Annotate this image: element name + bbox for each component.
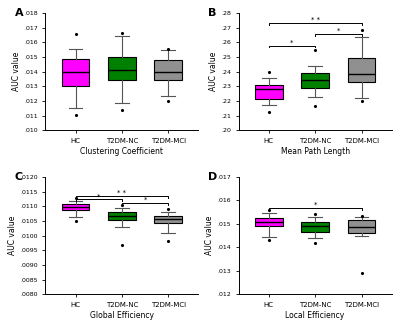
PathPatch shape <box>154 215 182 223</box>
Y-axis label: AUC value: AUC value <box>209 52 218 91</box>
PathPatch shape <box>348 58 376 82</box>
PathPatch shape <box>108 212 136 220</box>
Text: D: D <box>208 172 217 182</box>
Y-axis label: AUC value: AUC value <box>12 52 21 91</box>
Text: *: * <box>290 40 294 46</box>
PathPatch shape <box>255 85 283 99</box>
Text: * *: * * <box>311 17 320 23</box>
PathPatch shape <box>154 60 182 80</box>
X-axis label: Global Efficiency: Global Efficiency <box>90 311 154 320</box>
Text: *: * <box>97 193 100 199</box>
Text: *: * <box>314 202 317 208</box>
Text: A: A <box>15 8 23 18</box>
PathPatch shape <box>108 57 136 80</box>
Text: *: * <box>337 28 340 34</box>
Text: B: B <box>208 8 216 18</box>
PathPatch shape <box>301 221 329 232</box>
X-axis label: Mean Path Length: Mean Path Length <box>280 147 350 156</box>
X-axis label: Local Efficiency: Local Efficiency <box>286 311 345 320</box>
Text: C: C <box>15 172 23 182</box>
Text: *: * <box>144 197 147 203</box>
Y-axis label: AUC value: AUC value <box>8 216 17 255</box>
PathPatch shape <box>62 204 90 210</box>
PathPatch shape <box>348 220 376 233</box>
X-axis label: Clustering Coefficient: Clustering Coefficient <box>80 147 164 156</box>
PathPatch shape <box>62 59 90 86</box>
PathPatch shape <box>255 218 283 226</box>
PathPatch shape <box>301 73 329 89</box>
Text: * *: * * <box>118 190 126 196</box>
Y-axis label: AUC value: AUC value <box>206 216 214 255</box>
